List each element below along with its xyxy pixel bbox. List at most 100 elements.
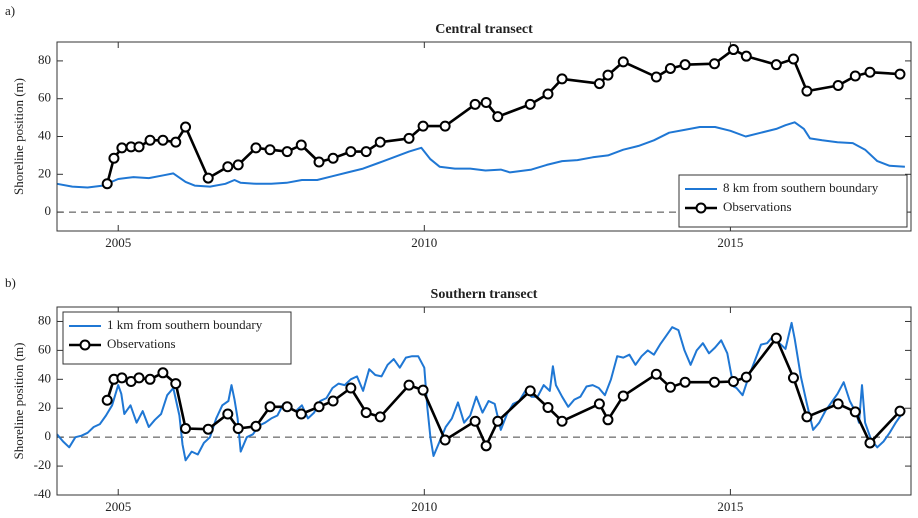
marker	[849, 70, 861, 82]
marker	[801, 411, 813, 423]
marker	[832, 79, 844, 91]
marker	[708, 376, 720, 388]
marker	[250, 420, 262, 432]
y-tick-label: 40	[38, 370, 51, 385]
marker	[727, 44, 739, 56]
y-tick-label: 20	[38, 399, 51, 414]
marker	[602, 69, 614, 81]
chart-title: Southern transect	[431, 287, 538, 302]
marker	[801, 85, 813, 97]
marker	[740, 50, 752, 62]
marker	[650, 71, 662, 83]
marker	[232, 159, 244, 171]
marker	[524, 98, 536, 110]
marker	[327, 395, 339, 407]
marker	[295, 139, 307, 151]
legend-box	[62, 311, 292, 365]
marker	[593, 398, 605, 410]
marker	[492, 415, 504, 427]
axes-frame	[56, 306, 912, 496]
marker	[133, 372, 145, 384]
marker	[740, 371, 752, 383]
marker	[170, 378, 182, 390]
marker	[101, 178, 113, 190]
marker	[593, 78, 605, 90]
marker	[679, 59, 691, 71]
marker	[101, 394, 113, 406]
marker	[787, 372, 799, 384]
legend-label: Observations	[723, 199, 792, 214]
y-tick-label: 0	[45, 428, 52, 443]
y-axis-label: Shoreline position (m)	[11, 78, 26, 195]
marker	[264, 144, 276, 156]
marker	[469, 98, 481, 110]
marker	[894, 68, 906, 80]
marker	[864, 66, 876, 78]
marker	[492, 111, 504, 123]
marker	[787, 53, 799, 65]
marker	[894, 405, 906, 417]
marker	[770, 59, 782, 71]
marker	[170, 136, 182, 148]
marker	[133, 141, 145, 153]
series-line	[105, 48, 901, 185]
marker	[374, 136, 386, 148]
marker	[602, 414, 614, 426]
y-tick-label: 80	[38, 52, 51, 67]
marker	[403, 132, 415, 144]
marker	[281, 146, 293, 158]
marker	[439, 120, 451, 132]
marker	[222, 161, 234, 173]
marker	[345, 382, 357, 394]
marker	[556, 73, 568, 85]
y-tick-label: 20	[38, 165, 51, 180]
y-tick-label: 60	[38, 90, 51, 105]
marker	[327, 152, 339, 164]
marker	[295, 408, 307, 420]
marker	[832, 398, 844, 410]
marker	[144, 134, 156, 146]
marker	[469, 415, 481, 427]
marker	[679, 376, 691, 388]
marker	[180, 121, 192, 133]
marker	[345, 146, 357, 158]
marker	[116, 372, 128, 384]
x-tick-label: 2010	[411, 235, 437, 250]
marker	[480, 96, 492, 108]
series-line	[105, 336, 901, 448]
marker	[222, 408, 234, 420]
marker	[556, 415, 568, 427]
marker	[650, 368, 662, 380]
marker	[144, 373, 156, 385]
x-tick-label: 2010	[411, 499, 437, 514]
marker	[542, 88, 554, 100]
marker	[313, 156, 325, 168]
marker	[542, 402, 554, 414]
y-tick-label: -40	[34, 486, 51, 501]
marker	[313, 401, 325, 413]
marker	[108, 152, 120, 164]
chart-title: Central transect	[435, 22, 533, 37]
marker	[617, 390, 629, 402]
y-tick-label: 0	[45, 203, 52, 218]
y-axis-label: Shoreline position (m)	[11, 343, 26, 460]
marker	[374, 411, 386, 423]
legend-label: 8 km from southern boundary	[723, 180, 879, 195]
legend-label: 1 km from southern boundary	[107, 317, 263, 332]
marker	[727, 375, 739, 387]
marker	[417, 120, 429, 132]
marker	[864, 437, 876, 449]
marker	[417, 384, 429, 396]
marker	[849, 406, 861, 418]
series-line	[56, 121, 905, 189]
legend-label: Observations	[107, 336, 176, 351]
marker	[439, 434, 451, 446]
marker	[232, 422, 244, 434]
marker	[281, 401, 293, 413]
panel-label: a)	[5, 3, 15, 18]
panel-label: b)	[5, 275, 16, 290]
series-line	[56, 321, 903, 462]
x-tick-label: 2015	[717, 235, 743, 250]
x-tick-label: 2005	[105, 499, 131, 514]
